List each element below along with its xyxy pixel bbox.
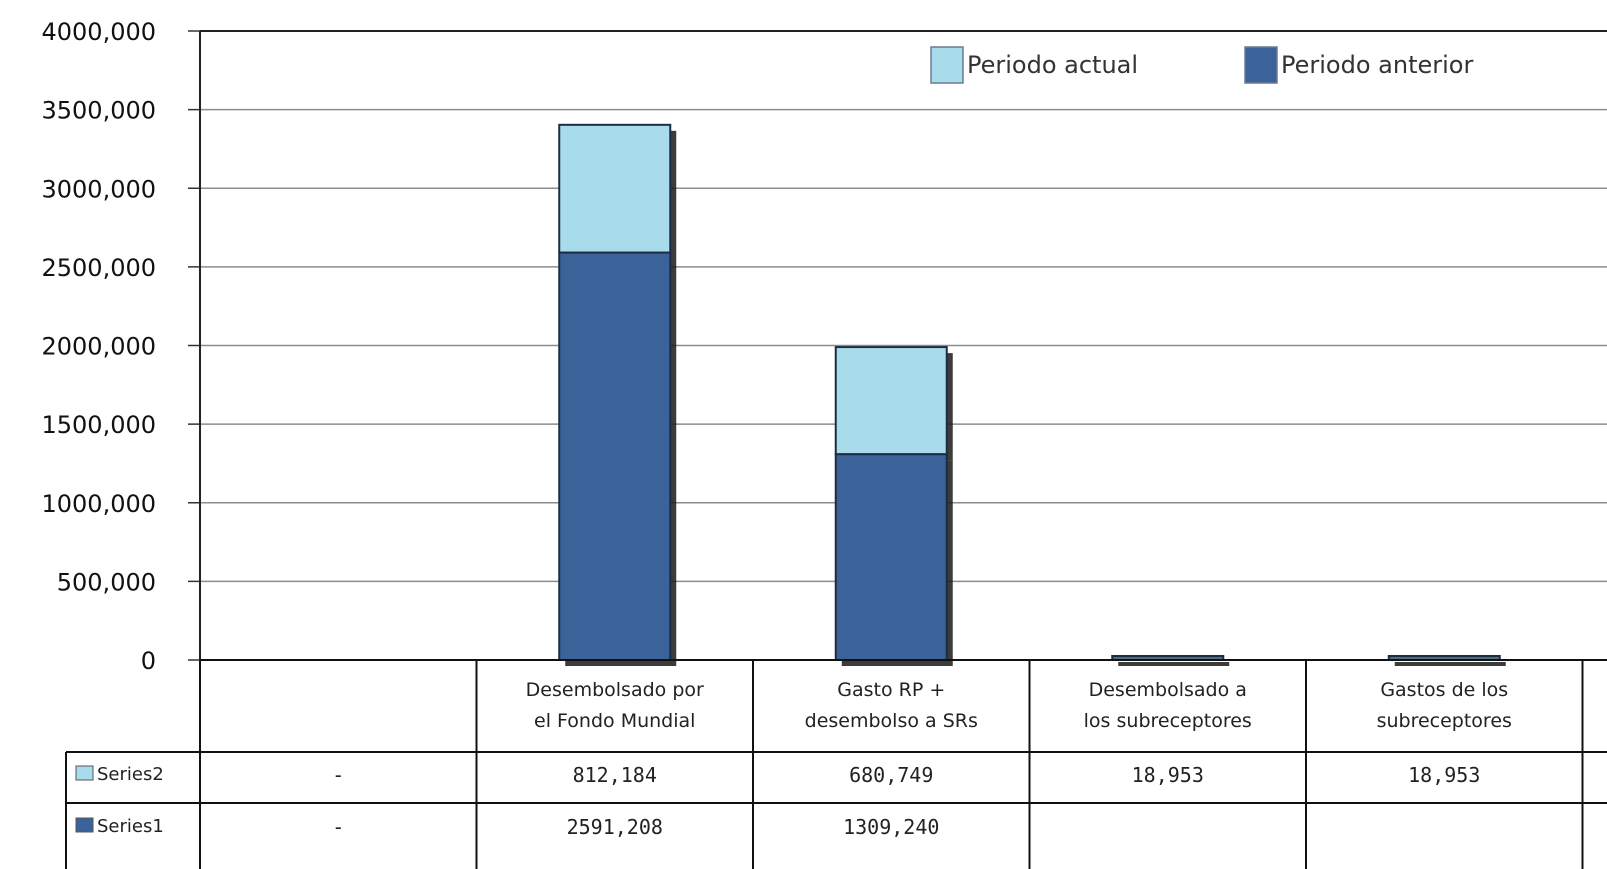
legend-swatch [930,46,964,84]
table-cell: 680,749 [849,763,933,787]
category-label: los subreceptores [1084,710,1252,732]
table-cell: 2591,208 [567,815,663,839]
y-tick-label: 1000,000 [41,490,156,518]
y-tick-label: 3000,000 [41,175,156,203]
bars [558,123,1506,666]
table-cell: - [332,763,344,787]
data-table: Desembolsado por el Fondo Mundial Gasto RP… [65,659,1607,869]
bar-series1 [558,251,672,662]
table-row-label: Series2 [97,764,164,785]
category-label: Gasto RP + [837,679,945,701]
legend-label: Periodo anterior [1281,51,1473,79]
y-tick-label: 4000,000 [41,18,156,46]
table-cell: 18,953 [1408,763,1480,787]
table-cell: - [332,815,344,839]
bar-series2 [834,346,948,456]
y-axis: 0 500,000 1000,000 1500,000 2000,000 2500,000… [41,18,201,675]
table-row-label: Series1 [97,816,164,837]
y-tick-label: 3500,000 [41,97,156,125]
legend: Periodo actual Periodo anterior [930,46,1473,84]
bar-shadow [1118,662,1230,666]
grid [200,30,1607,583]
table-cell: 1309,240 [843,815,939,839]
table-legend-key [75,817,94,833]
y-tick-label: 2500,000 [41,254,156,282]
legend-swatch [1244,46,1278,84]
bar-shadow [1394,662,1506,666]
category-label: subreceptores [1377,710,1512,732]
category-label: Gastos de los [1380,679,1508,701]
table-cell: 812,184 [573,763,657,787]
y-tick-label: 1500,000 [41,411,156,439]
category-label: desembolso a SRs [805,710,978,732]
table-cell: 18,953 [1132,763,1204,787]
bar-series1 [834,453,948,661]
category-label: Desembolsado por [526,679,704,701]
table-legend-key [75,765,94,781]
category-label: el Fondo Mundial [534,710,695,732]
bar-series2 [558,123,672,254]
y-tick-label: 500,000 [57,568,156,596]
category-label: Desembolsado a [1089,679,1247,701]
legend-label: Periodo actual [967,51,1138,79]
y-tick-label: 2000,000 [41,333,156,361]
y-tick-label: 0 [141,647,156,675]
